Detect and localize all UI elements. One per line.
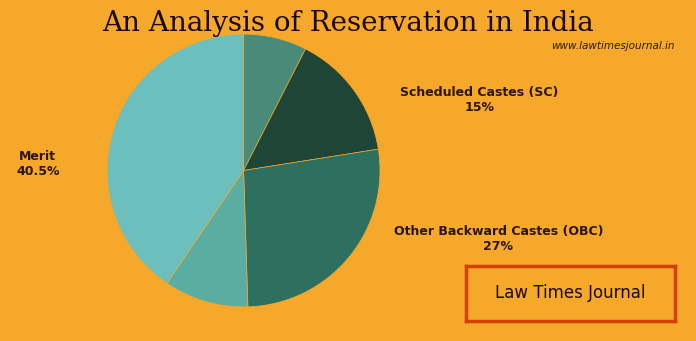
- Text: An Analysis of Reservation in India: An Analysis of Reservation in India: [102, 10, 594, 37]
- Wedge shape: [107, 34, 244, 283]
- Wedge shape: [244, 149, 380, 307]
- Text: www.lawtimesjournal.in: www.lawtimesjournal.in: [552, 41, 675, 51]
- Text: Scheduled Castes (SC)
15%: Scheduled Castes (SC) 15%: [400, 86, 559, 114]
- Text: Law Times Journal: Law Times Journal: [496, 284, 646, 302]
- Wedge shape: [244, 49, 379, 170]
- Wedge shape: [244, 34, 306, 170]
- Wedge shape: [167, 170, 248, 307]
- Text: Merit
40.5%: Merit 40.5%: [16, 150, 59, 178]
- Text: Other Backward Castes (OBC)
27%: Other Backward Castes (OBC) 27%: [394, 225, 603, 253]
